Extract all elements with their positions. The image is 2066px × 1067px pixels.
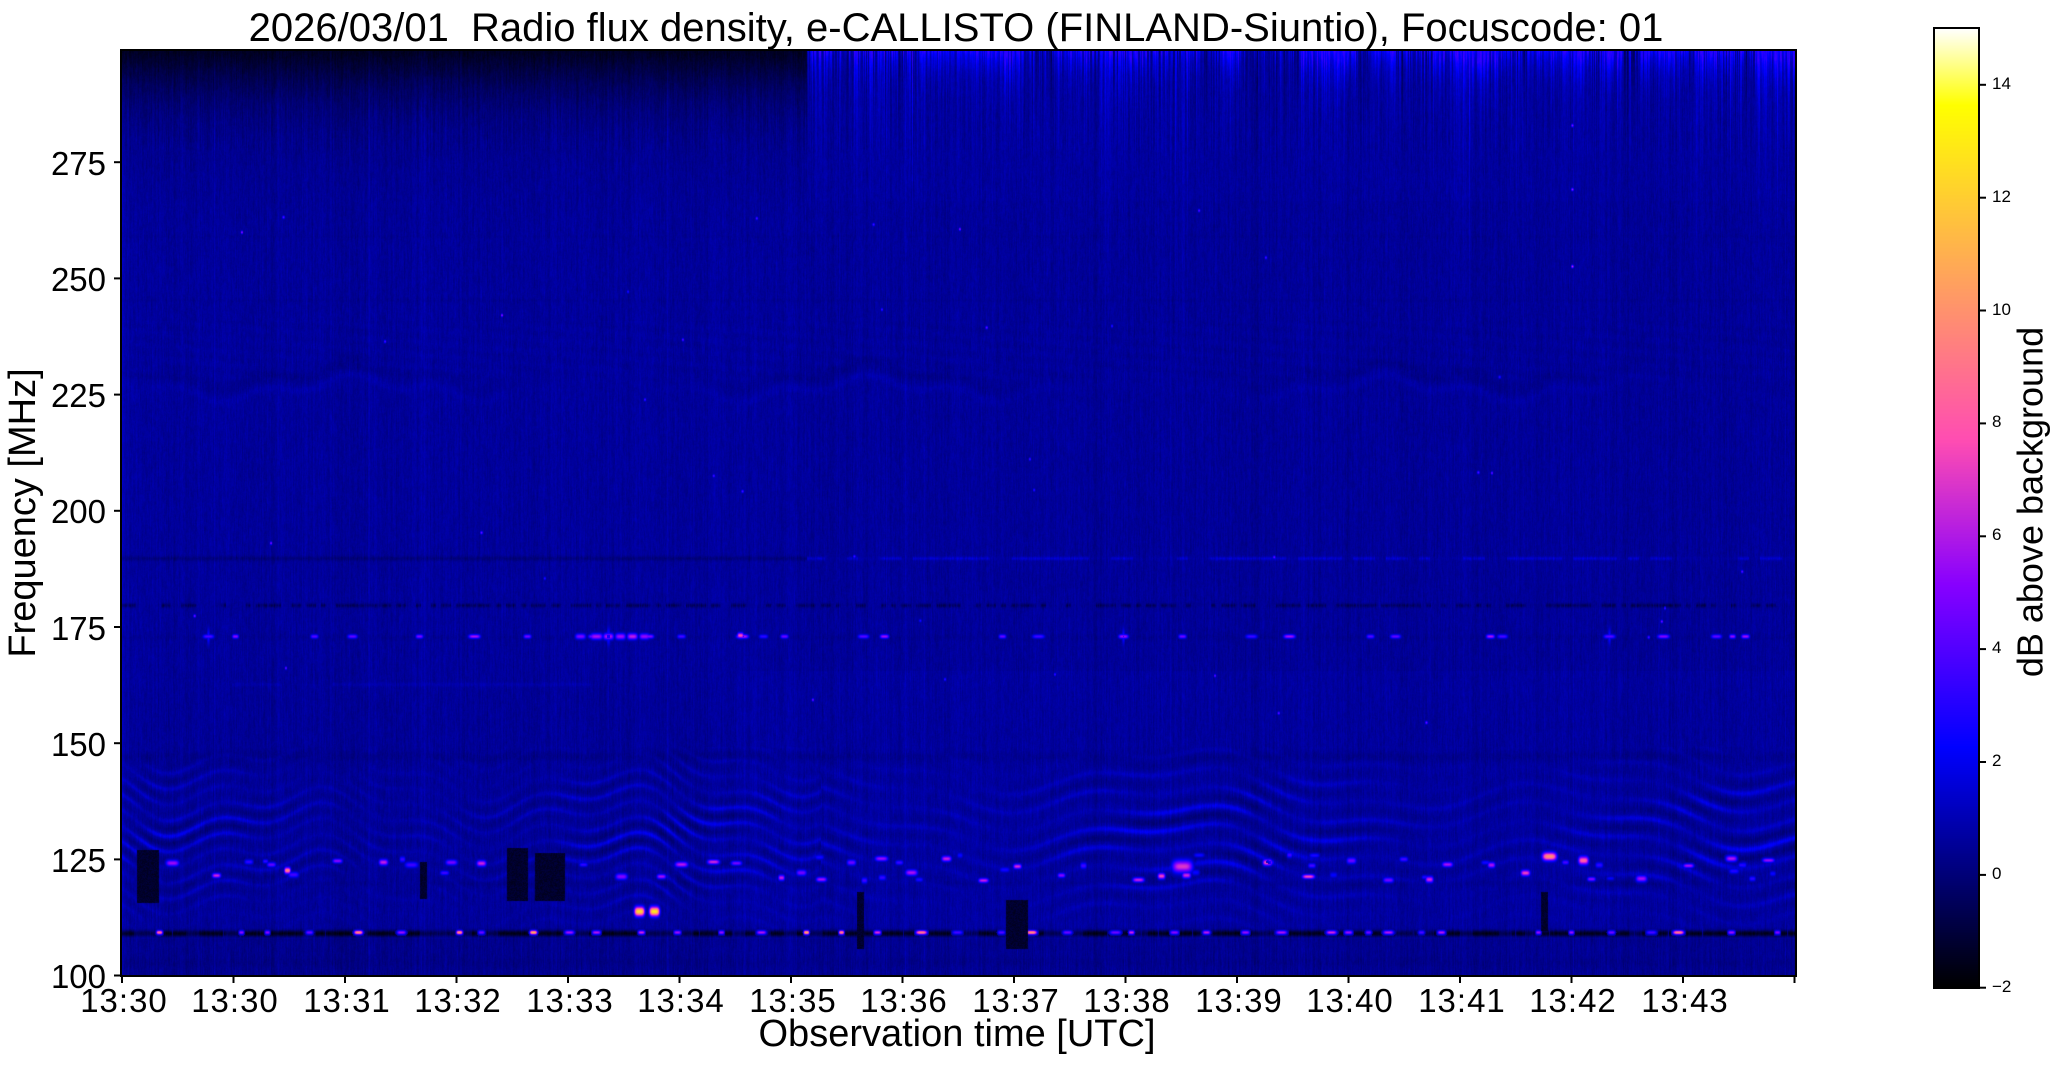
svg-text:Frequency [MHz]: Frequency [MHz] [2,368,44,657]
svg-text:dB above background: dB above background [2010,327,2051,677]
